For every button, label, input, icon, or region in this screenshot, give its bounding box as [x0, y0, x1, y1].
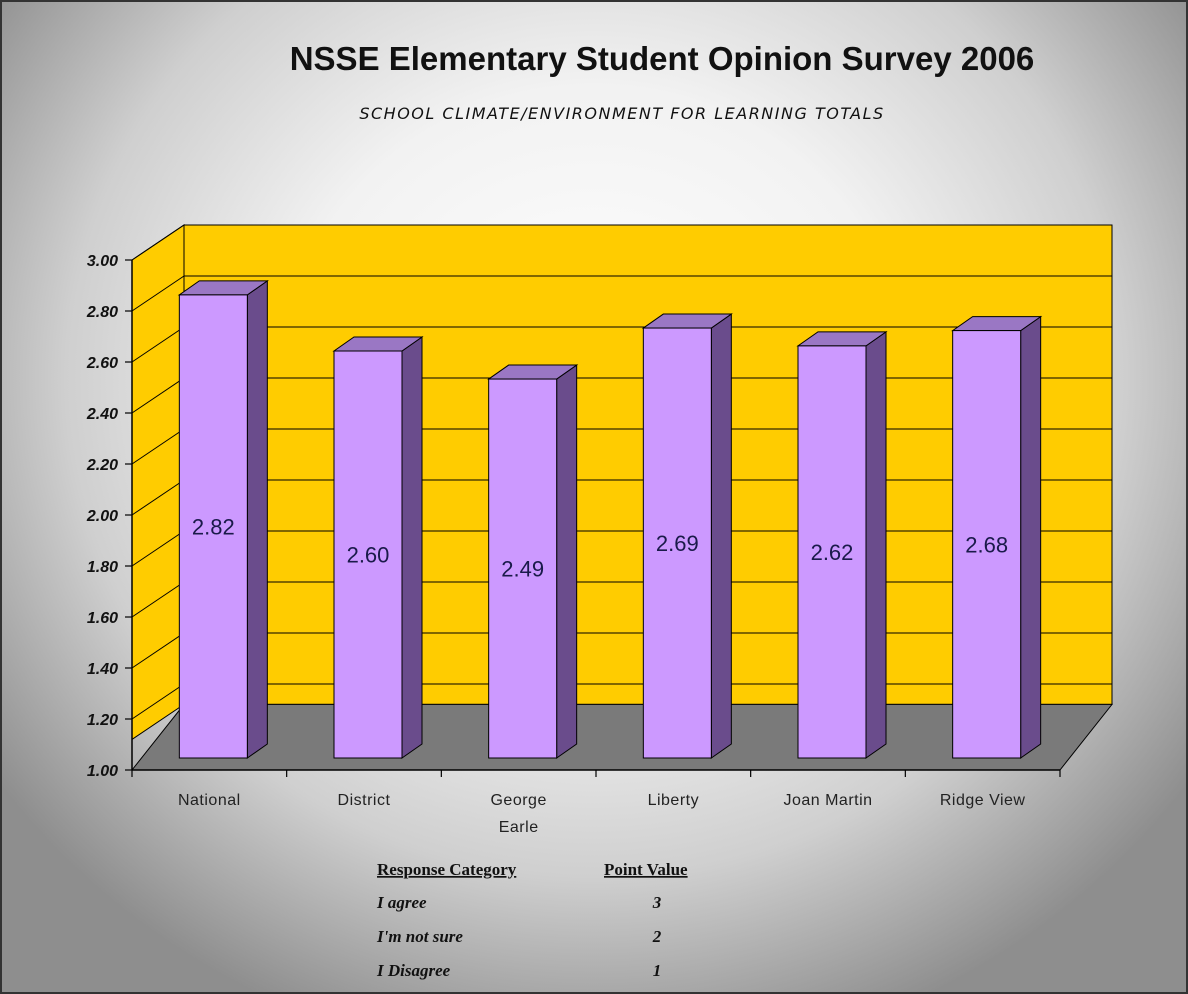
bar-front	[333, 350, 403, 759]
bar-front	[488, 378, 558, 759]
bar: 2.49	[487, 364, 579, 759]
gridline	[131, 224, 185, 261]
x-axis-labels: National District George Earle Liberty Joan M…	[178, 792, 1026, 836]
data-label: 2.60	[347, 543, 390, 568]
y-tick-label: 1.00	[87, 763, 118, 780]
key-row-category: I'm not sure	[376, 927, 463, 946]
bar: 2.60	[332, 336, 424, 759]
data-label: 2.69	[656, 531, 699, 556]
gridline	[131, 581, 185, 618]
response-key-table: Response Category Point Value I agree 3 …	[376, 860, 688, 980]
bar: 2.82	[177, 279, 269, 759]
y-tick-label: 2.80	[86, 304, 118, 321]
bars: 2.82 2.60 2.49 2.69 2.62 2.68	[177, 279, 1043, 759]
y-tick-label: 2.00	[86, 508, 118, 525]
bar-side	[710, 313, 732, 759]
bar: 2.62	[796, 330, 888, 759]
gridline	[131, 683, 185, 720]
y-tick-label: 2.40	[86, 406, 118, 423]
chart-subtitle: SCHOOL CLIMATE/ENVIRONMENT FOR LEARNING …	[359, 104, 884, 123]
gridline	[131, 479, 185, 516]
y-tick-label: 2.60	[86, 355, 118, 372]
key-row-category: I agree	[376, 893, 427, 912]
gridline	[131, 632, 185, 669]
gridline	[131, 530, 185, 567]
y-tick-label: 2.20	[86, 457, 118, 474]
gridline	[131, 377, 185, 414]
bar-side	[246, 279, 268, 759]
x-category-label: George Earle	[490, 792, 546, 836]
x-category-label: National	[178, 792, 241, 809]
key-row-value: 3	[652, 893, 662, 912]
data-label: 2.62	[811, 540, 854, 565]
bar-side	[1020, 315, 1042, 759]
x-category-label: District	[338, 792, 391, 809]
bar-side	[401, 336, 423, 759]
y-axis: 1.00 1.20 1.40 1.60 1.80 2.00 2.20 2.40 2.60 2.80…	[86, 253, 1061, 780]
gridline	[131, 326, 185, 363]
key-row-value: 1	[653, 961, 662, 980]
key-header-category: Response Category	[377, 860, 517, 879]
y-tick-label: 1.60	[87, 610, 118, 627]
data-label: 2.49	[501, 557, 544, 582]
bar-front	[797, 345, 867, 759]
bar-side	[556, 364, 578, 759]
y-tick-label: 1.20	[87, 712, 118, 729]
chart-title: NSSE Elementary Student Opinion Survey 2…	[290, 40, 1035, 77]
y-tick-label: 3.00	[87, 253, 118, 270]
x-category-label: Liberty	[648, 792, 700, 809]
key-header-value: Point Value	[604, 860, 688, 879]
gridline	[131, 428, 185, 465]
x-category-label: Joan Martin	[783, 792, 872, 809]
x-category-label: Ridge View	[940, 792, 1026, 809]
bar-front	[178, 294, 248, 759]
bar: 2.68	[951, 315, 1043, 759]
bar-front	[952, 330, 1022, 759]
bar-front	[642, 327, 712, 759]
y-tick-label: 1.80	[87, 559, 118, 576]
y-tick-label: 1.40	[87, 661, 118, 678]
bar-side	[865, 330, 887, 759]
key-row-category: I Disagree	[376, 961, 451, 980]
data-label: 2.82	[192, 514, 235, 539]
bar: 2.69	[641, 313, 733, 759]
key-row-value: 2	[652, 927, 662, 946]
gridline	[131, 275, 185, 312]
data-label: 2.68	[965, 532, 1008, 557]
